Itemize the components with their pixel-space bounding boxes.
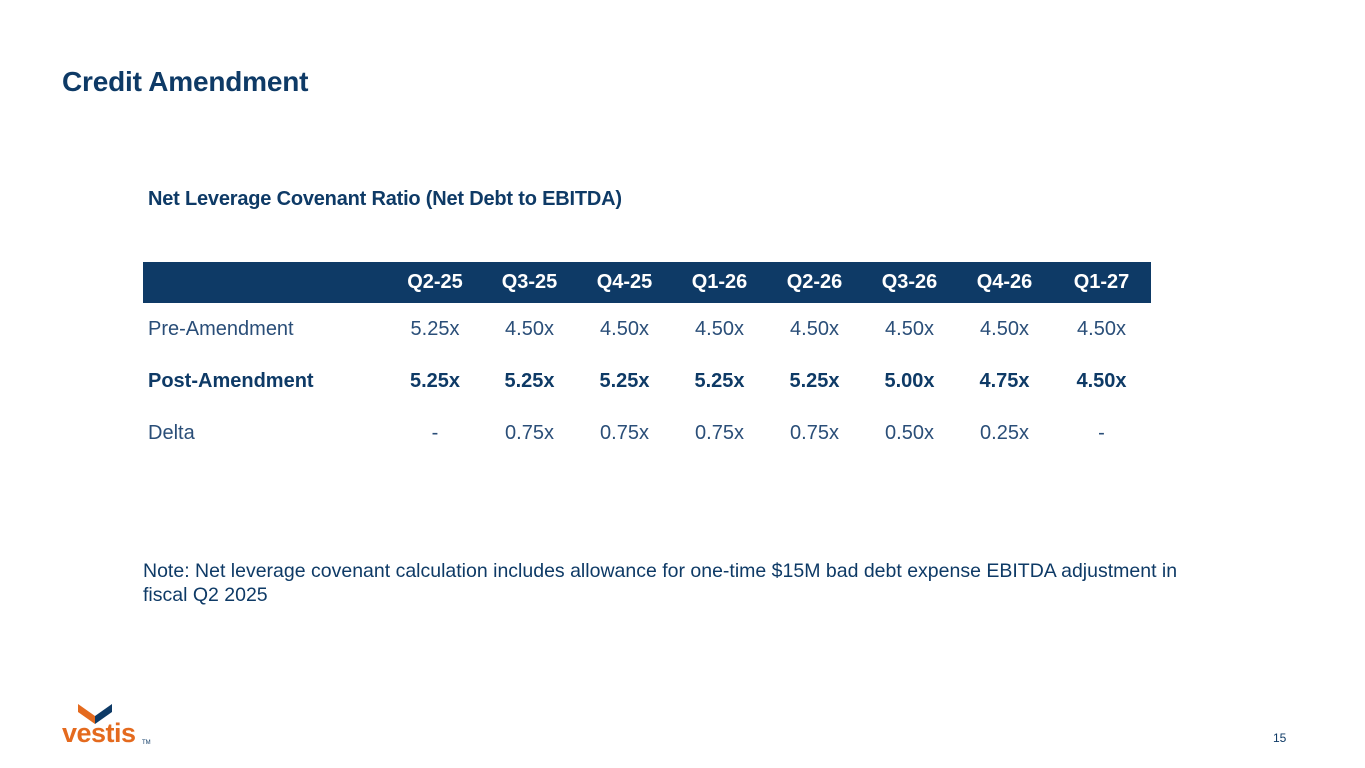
page-title: Credit Amendment xyxy=(62,66,309,97)
table-cell: 0.75x xyxy=(695,421,744,444)
table-cell: 4.50x xyxy=(885,317,934,340)
table-cell: 4.50x xyxy=(1076,369,1127,392)
table-cell: 0.75x xyxy=(790,421,839,444)
table-cell: 5.25x xyxy=(694,369,745,392)
header-cell: Q1-27 xyxy=(1073,271,1130,293)
covenant-table: Q2-25 Q3-25 Q4-25 Q1-26 Q2-26 Q3-26 Q4-2… xyxy=(143,262,1151,459)
header-cell: Q1-26 xyxy=(691,271,748,293)
table-cell: 4.50x xyxy=(1077,317,1126,340)
table-cell: 4.50x xyxy=(695,317,744,340)
table-cell: 5.25x xyxy=(504,369,555,392)
row-label: Pre-Amendment xyxy=(148,317,294,340)
row-label: Delta xyxy=(148,421,195,444)
table-cell: 4.50x xyxy=(600,317,649,340)
header-cell: Q4-26 xyxy=(976,271,1033,293)
table-cell: 0.50x xyxy=(885,421,934,444)
table-cell: 0.25x xyxy=(980,421,1029,444)
header-cell-blank xyxy=(143,262,388,303)
table-header-row: Q2-25 Q3-25 Q4-25 Q1-26 Q2-26 Q3-26 Q4-2… xyxy=(143,262,1151,303)
table-cell: 0.75x xyxy=(600,421,649,444)
table-cell: 4.50x xyxy=(790,317,839,340)
table-cell: 4.75x xyxy=(979,369,1030,392)
vestis-logo: vestis TM xyxy=(62,700,154,750)
table-cell: - xyxy=(1098,421,1105,444)
page-number: 15 xyxy=(1273,731,1287,745)
table-cell: 5.25x xyxy=(409,369,461,392)
table-title: Net Leverage Covenant Ratio (Net Debt to… xyxy=(148,188,622,210)
table-cell: 5.00x xyxy=(884,369,935,392)
table-cell: - xyxy=(431,421,439,444)
table-cell: 5.25x xyxy=(599,369,650,392)
header-cell: Q2-26 xyxy=(786,271,843,293)
table-cell: 4.50x xyxy=(505,317,554,340)
table-cell: 4.50x xyxy=(980,317,1029,340)
vestis-chevron-icon xyxy=(78,704,112,724)
header-cell: Q2-25 xyxy=(407,271,463,293)
table-row-pre-amendment: Pre-Amendment 5.25x 4.50x 4.50x 4.50x 4.… xyxy=(143,303,1151,355)
footnote: Note: Net leverage covenant calculation … xyxy=(143,560,1178,606)
header-cell: Q3-25 xyxy=(501,271,558,293)
table-row-delta: Delta - 0.75x 0.75x 0.75x 0.75x 0.50x 0.… xyxy=(143,407,1151,459)
header-cell: Q4-25 xyxy=(596,271,653,293)
table-row-post-amendment: Post-Amendment 5.25x 5.25x 5.25x 5.25x 5… xyxy=(143,355,1151,407)
table-cell: 0.75x xyxy=(505,421,554,444)
header-cell: Q3-26 xyxy=(881,271,938,293)
row-label: Post-Amendment xyxy=(148,369,314,392)
table-cell: 5.25x xyxy=(789,369,840,392)
trademark-mark: TM xyxy=(142,740,151,746)
logo-wordmark: vestis xyxy=(62,718,136,748)
table-cell: 5.25x xyxy=(410,317,460,340)
